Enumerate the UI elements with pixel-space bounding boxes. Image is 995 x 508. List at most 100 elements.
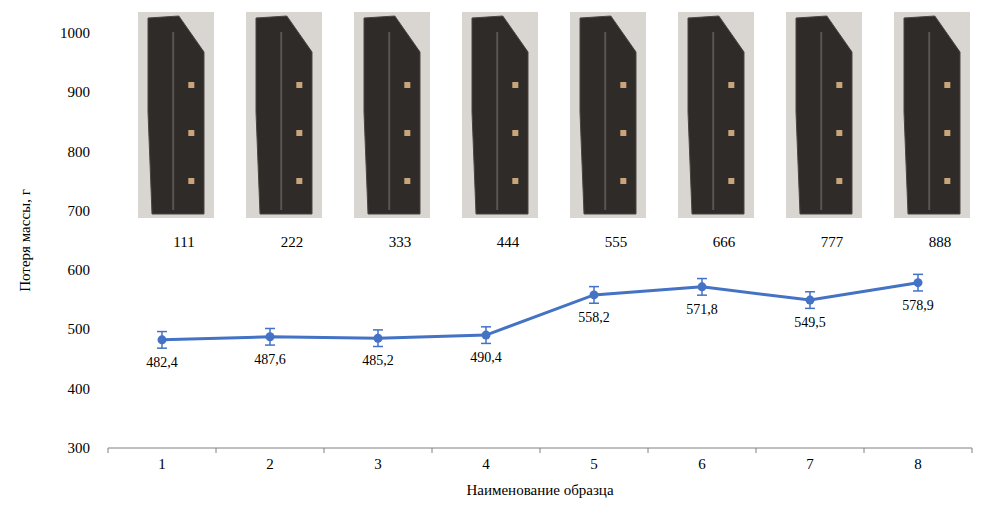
x-tick-label: 7 — [806, 456, 814, 472]
blade — [688, 16, 744, 214]
point — [914, 278, 923, 287]
blade-hole — [620, 178, 626, 184]
error-bar-cap — [481, 326, 491, 328]
y-tick-label: 900 — [68, 84, 91, 100]
sample-label: 444 — [497, 234, 520, 250]
sample-label: 111 — [173, 234, 194, 250]
sample-label: 888 — [929, 234, 952, 250]
chart: 1112223334445556667778883004005006007008… — [0, 0, 995, 508]
blade-hole — [620, 130, 626, 136]
sample-photo — [354, 12, 430, 218]
photo-bg — [138, 12, 214, 218]
photo-bg — [462, 12, 538, 218]
blade-hole — [728, 82, 734, 88]
blade — [796, 16, 852, 214]
error-bar-cap — [589, 302, 599, 304]
photo-bg — [354, 12, 430, 218]
sample-photo — [678, 12, 754, 218]
x-tick — [108, 448, 109, 453]
x-tick-label: 6 — [698, 456, 706, 472]
data-label: 549,5 — [794, 315, 826, 330]
data-label: 558,2 — [578, 310, 610, 325]
error-bar — [913, 274, 923, 291]
blade — [580, 16, 636, 214]
x-tick — [216, 448, 217, 453]
x-tick — [432, 448, 433, 453]
blade-hole — [836, 130, 842, 136]
blade-hole — [296, 130, 302, 136]
photo-bg — [786, 12, 862, 218]
blade-hole — [944, 130, 950, 136]
error-bar-cap — [265, 344, 275, 346]
error-bar-cap — [805, 308, 815, 310]
sample-photo — [246, 12, 322, 218]
sample-photo — [462, 12, 538, 218]
blade-hole — [728, 130, 734, 136]
sample-label: 333 — [389, 234, 412, 250]
error-bar-cap — [697, 294, 707, 296]
point — [158, 335, 167, 344]
sample-label: 555 — [605, 234, 628, 250]
blade-hole — [512, 82, 518, 88]
y-tick-label: 400 — [68, 381, 91, 397]
x-tick-label: 5 — [590, 456, 598, 472]
x-tick — [648, 448, 649, 453]
x-tick-label: 3 — [374, 456, 382, 472]
photo-bg — [678, 12, 754, 218]
sample-photo — [570, 12, 646, 218]
error-bar — [697, 279, 707, 296]
point — [698, 282, 707, 291]
error-bar-cap — [481, 343, 491, 345]
error-bar — [481, 327, 491, 344]
data-label: 490,4 — [470, 350, 502, 365]
blade-hole — [188, 178, 194, 184]
point — [374, 334, 383, 343]
error-bar-cap — [913, 274, 923, 276]
point — [806, 296, 815, 305]
x-tick — [972, 448, 973, 453]
x-tick-label: 8 — [914, 456, 922, 472]
data-label: 485,2 — [362, 353, 394, 368]
error-bar-cap — [697, 278, 707, 280]
blade-hole — [296, 178, 302, 184]
blade-hole — [836, 178, 842, 184]
error-bar-cap — [373, 329, 383, 331]
blade — [364, 16, 420, 214]
blade-groove — [388, 32, 390, 210]
blade-hole — [944, 82, 950, 88]
sample-label: 777 — [821, 234, 844, 250]
plot-area — [157, 274, 923, 348]
sample-label: 666 — [713, 234, 736, 250]
y-tick-label: 800 — [68, 144, 91, 160]
blade-groove — [280, 32, 282, 210]
error-bar — [373, 330, 383, 347]
blade — [904, 16, 960, 214]
y-tick-label: 300 — [68, 440, 91, 456]
blade — [472, 16, 528, 214]
error-bar — [805, 292, 815, 309]
blade-hole — [296, 82, 302, 88]
data-label: 571,8 — [686, 302, 718, 317]
error-bar-cap — [265, 328, 275, 330]
blade-groove — [604, 32, 606, 210]
photo-bg — [246, 12, 322, 218]
blade-hole — [512, 178, 518, 184]
blade-hole — [404, 178, 410, 184]
blade-groove — [496, 32, 498, 210]
point — [482, 331, 491, 340]
blade-hole — [620, 82, 626, 88]
blade-hole — [404, 130, 410, 136]
blade-groove — [172, 32, 174, 210]
x-tick — [540, 448, 541, 453]
photo-bg — [894, 12, 970, 218]
point — [590, 290, 599, 299]
sample-photo — [786, 12, 862, 218]
blade — [256, 16, 312, 214]
blade-groove — [712, 32, 714, 210]
y-tick-label: 700 — [68, 203, 91, 219]
y-tick-label: 1000 — [60, 25, 90, 41]
blade-groove — [928, 32, 930, 210]
error-bar-cap — [157, 331, 167, 333]
sample-label: 222 — [281, 234, 304, 250]
error-bar-cap — [589, 286, 599, 288]
